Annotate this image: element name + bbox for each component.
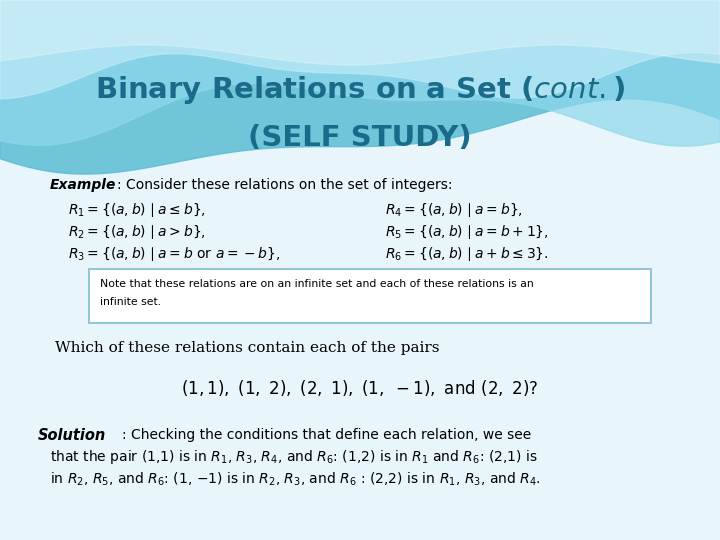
Text: $R_1 = \{(a,b) \mid a \leq b\},$: $R_1 = \{(a,b) \mid a \leq b\},$ — [68, 201, 206, 219]
Text: $R_2 = \{(a,b) \mid a > b\},$: $R_2 = \{(a,b) \mid a > b\},$ — [68, 223, 206, 241]
Text: Which of these relations contain each of the pairs: Which of these relations contain each of… — [55, 341, 439, 355]
Text: : Checking the conditions that define each relation, we see: : Checking the conditions that define ea… — [122, 428, 531, 442]
Polygon shape — [0, 0, 720, 174]
Text: $R_4 = \{(a,b) \mid a = b\},$: $R_4 = \{(a,b) \mid a = b\},$ — [385, 201, 523, 219]
Text: Note that these relations are on an infinite set and each of these relations is : Note that these relations are on an infi… — [100, 279, 534, 289]
Text: in $R_2$, $R_5$, and $R_6$: (1, $-$1) is in $R_2$, $R_3$, and $R_6$ : (2,2) is i: in $R_2$, $R_5$, and $R_6$: (1, $-$1) is… — [50, 470, 541, 488]
Text: $R_5 = \{(a,b) \mid a = b+1\},$: $R_5 = \{(a,b) \mid a = b+1\},$ — [385, 223, 549, 241]
Text: $R_6 = \{(a,b) \mid a + b \leq 3\}.$: $R_6 = \{(a,b) \mid a + b \leq 3\}.$ — [385, 245, 549, 263]
Text: that the pair (1,1) is in $R_1$, $R_3$, $R_4$, and $R_6$: (1,2) is in $R_1$ and : that the pair (1,1) is in $R_1$, $R_3$, … — [50, 448, 538, 466]
Polygon shape — [0, 0, 720, 99]
Polygon shape — [0, 0, 720, 65]
Text: (SELF STUDY): (SELF STUDY) — [248, 124, 472, 152]
Text: infinite set.: infinite set. — [100, 297, 161, 307]
Text: Example: Example — [50, 178, 117, 192]
Text: Binary Relations on a Set ($\mathit{cont.}$): Binary Relations on a Set ($\mathit{cont… — [95, 74, 625, 106]
Text: Solution: Solution — [38, 428, 107, 442]
Text: : Consider these relations on the set of integers:: : Consider these relations on the set of… — [117, 178, 452, 192]
Text: $R_3 = \{(a,b) \mid a = b \text{ or } a = -b\},$: $R_3 = \{(a,b) \mid a = b \text{ or } a … — [68, 245, 280, 263]
FancyBboxPatch shape — [89, 269, 651, 323]
Text: $(1,1),\ (1,\ 2),\ (2,\ 1),\ (1,\ -1),\ \mathrm{and}\ (2,\ 2)?$: $(1,1),\ (1,\ 2),\ (2,\ 1),\ (1,\ -1),\ … — [181, 378, 539, 398]
Polygon shape — [0, 0, 720, 146]
